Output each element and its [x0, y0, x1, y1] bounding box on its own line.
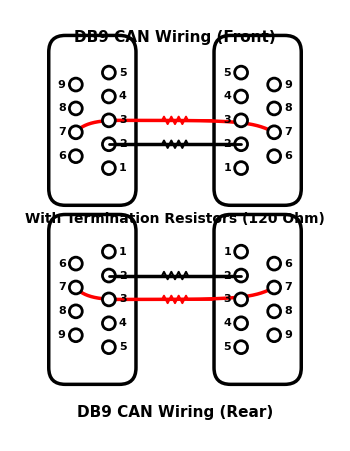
Circle shape [268, 102, 281, 115]
Text: DB9 CAN Wiring (Front): DB9 CAN Wiring (Front) [74, 30, 276, 45]
Circle shape [235, 245, 247, 258]
Circle shape [103, 66, 115, 79]
Circle shape [235, 138, 247, 151]
Text: 7: 7 [58, 127, 66, 137]
Circle shape [69, 102, 82, 115]
Circle shape [268, 305, 281, 318]
Text: 8: 8 [58, 306, 66, 316]
Circle shape [69, 126, 82, 139]
Circle shape [103, 293, 115, 306]
Text: 5: 5 [119, 342, 127, 352]
Circle shape [235, 114, 247, 127]
Circle shape [103, 90, 115, 103]
Circle shape [268, 126, 281, 139]
Circle shape [268, 78, 281, 91]
Text: 5: 5 [119, 68, 127, 78]
Circle shape [235, 66, 247, 79]
Circle shape [69, 257, 82, 270]
Text: 6: 6 [284, 258, 292, 269]
Text: 2: 2 [223, 139, 231, 149]
Circle shape [235, 269, 247, 282]
Text: 9: 9 [284, 330, 292, 340]
Circle shape [69, 281, 82, 294]
Circle shape [235, 90, 247, 103]
FancyBboxPatch shape [49, 36, 136, 205]
Text: 1: 1 [119, 247, 127, 257]
Text: 9: 9 [58, 330, 66, 340]
Text: 6: 6 [58, 258, 66, 269]
Text: 2: 2 [223, 271, 231, 281]
Circle shape [235, 162, 247, 175]
Circle shape [235, 293, 247, 306]
Text: 3: 3 [119, 295, 127, 304]
Text: 7: 7 [284, 282, 292, 293]
Text: 9: 9 [284, 79, 292, 90]
Text: 8: 8 [58, 103, 66, 114]
Circle shape [268, 257, 281, 270]
Text: 6: 6 [58, 151, 66, 161]
Circle shape [103, 114, 115, 127]
Text: 8: 8 [284, 306, 292, 316]
Circle shape [268, 281, 281, 294]
Text: 4: 4 [119, 318, 127, 328]
Text: 1: 1 [223, 247, 231, 257]
Text: 4: 4 [223, 318, 231, 328]
Text: 1: 1 [223, 163, 231, 173]
Text: 3: 3 [223, 115, 231, 125]
Text: 6: 6 [284, 151, 292, 161]
Text: 4: 4 [223, 92, 231, 101]
Circle shape [103, 317, 115, 330]
Text: 8: 8 [284, 103, 292, 114]
FancyBboxPatch shape [214, 215, 301, 384]
Text: 1: 1 [119, 163, 127, 173]
Text: 9: 9 [58, 79, 66, 90]
Text: DB9 CAN Wiring (Rear): DB9 CAN Wiring (Rear) [77, 405, 273, 420]
Text: With Termination Resistors (120 Ohm): With Termination Resistors (120 Ohm) [25, 212, 325, 226]
Text: 2: 2 [119, 139, 127, 149]
Text: 5: 5 [223, 342, 231, 352]
Circle shape [69, 150, 82, 163]
Circle shape [103, 269, 115, 282]
Circle shape [69, 78, 82, 91]
Circle shape [235, 317, 247, 330]
Text: 3: 3 [223, 295, 231, 304]
Circle shape [235, 341, 247, 354]
Circle shape [103, 245, 115, 258]
Text: 4: 4 [119, 92, 127, 101]
Circle shape [69, 329, 82, 342]
Text: 7: 7 [58, 282, 66, 293]
Text: 7: 7 [284, 127, 292, 137]
Text: 2: 2 [119, 271, 127, 281]
Circle shape [103, 138, 115, 151]
Circle shape [268, 150, 281, 163]
Circle shape [103, 341, 115, 354]
FancyBboxPatch shape [214, 36, 301, 205]
Circle shape [69, 305, 82, 318]
Text: 3: 3 [119, 115, 127, 125]
Circle shape [103, 162, 115, 175]
Text: 5: 5 [223, 68, 231, 78]
FancyBboxPatch shape [49, 215, 136, 384]
Circle shape [268, 329, 281, 342]
